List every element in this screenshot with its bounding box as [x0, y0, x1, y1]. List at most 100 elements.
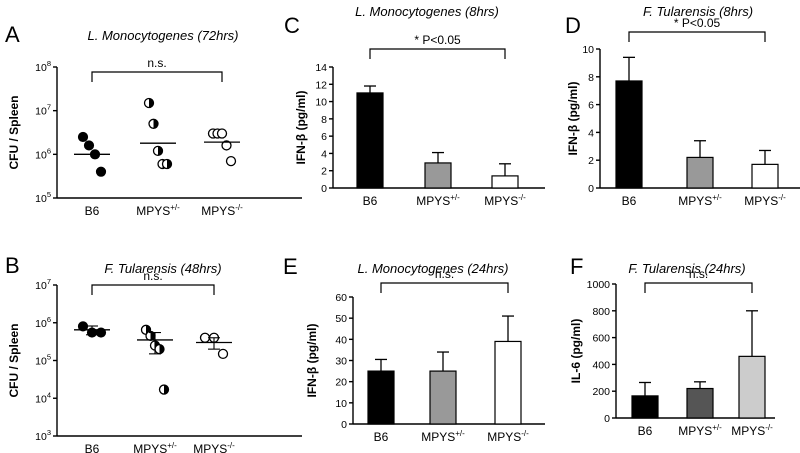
bar: [751, 163, 779, 189]
significance-bracket: [644, 282, 753, 293]
y-tick-label: 107: [35, 103, 51, 118]
x-tick-label: MPYS+/-: [416, 193, 460, 208]
bar: [738, 355, 766, 419]
y-tick-label: 108: [35, 59, 51, 74]
data-point: [217, 348, 229, 360]
data-point: [158, 384, 170, 395]
significance-bracket: [91, 71, 223, 82]
y-axis-label: IFN-β (pg/ml): [566, 82, 580, 156]
bar: [631, 395, 659, 419]
y-axis-label: IFN-β (pg/ml): [294, 91, 308, 165]
x-tick-label: B6: [363, 194, 378, 208]
y-axis-label: CFU / Spleen: [7, 95, 21, 169]
bar: [356, 92, 384, 189]
bar: [494, 340, 522, 425]
x-tick-label: MPYS-/-: [484, 193, 526, 208]
y-axis-label: IFN-β (pg/ml): [305, 324, 319, 398]
y-tick-label: 105: [35, 190, 51, 205]
y-axis-label: IL-6 (pg/ml): [569, 319, 583, 384]
y-tick-label: 12: [315, 79, 327, 91]
y-tick-label: 2: [588, 155, 594, 167]
chart-title: F. Tularensis (48hrs): [104, 261, 221, 276]
data-point: [152, 145, 164, 157]
data-point: [221, 140, 232, 151]
panel-letter: B: [5, 253, 20, 278]
y-tick-label: 0: [604, 413, 610, 425]
y-tick-label: 10: [582, 44, 594, 56]
x-tick-label: B6: [85, 442, 100, 453]
x-tick-label: MPYS+/-: [133, 441, 177, 453]
data-point: [143, 97, 155, 109]
significance-label: n.s.: [147, 56, 166, 70]
x-tick-label: MPYS+/-: [678, 423, 722, 438]
y-tick-label: 105: [35, 353, 51, 368]
significance-bracket: [380, 282, 509, 293]
y-tick-label: 0: [341, 419, 347, 431]
y-tick-label: 400: [592, 359, 610, 371]
y-tick-label: 1000: [587, 279, 611, 291]
panel-c: C L. Monocytogenes (8hrs) 0 2 4 6 8 10 12 14 IFN-β…: [284, 4, 545, 208]
y-tick-label: 8: [588, 72, 594, 84]
bar: [367, 370, 395, 425]
x-tick-label: MPYS+/-: [136, 203, 180, 218]
data-point: [154, 343, 165, 355]
chart-title: L. Monocytogenes (24hrs): [357, 261, 508, 276]
x-tick-label: MPYS-/-: [731, 423, 773, 438]
x-tick-label: MPYS-/-: [744, 193, 786, 208]
y-tick-label: 600: [592, 333, 610, 345]
data-point: [148, 118, 159, 129]
x-tick-label: MPYS+/-: [421, 429, 465, 444]
y-tick-label: 200: [592, 386, 610, 398]
y-tick-label: 2: [321, 166, 327, 178]
y-tick-label: 10: [335, 398, 347, 410]
bar: [686, 156, 714, 189]
panel-letter: E: [283, 254, 298, 279]
y-tick-label: 800: [592, 306, 610, 318]
x-tick-label: MPYS-/-: [487, 429, 529, 444]
y-tick-label: 106: [35, 146, 51, 161]
chart-title: L. Monocytogenes (72hrs): [87, 28, 238, 43]
bar: [424, 162, 452, 189]
y-tick-label: 10: [315, 97, 327, 109]
bar: [491, 175, 519, 189]
x-tick-label: B6: [638, 424, 653, 438]
y-tick-label: 60: [335, 292, 347, 304]
significance-label: * P<0.05: [674, 16, 721, 30]
significance-label: n.s.: [143, 269, 162, 283]
y-tick-label: 104: [35, 390, 51, 405]
x-tick-label: MPYS+/-: [678, 193, 722, 208]
y-tick-label: 4: [588, 127, 594, 139]
y-tick-label: 106: [35, 315, 51, 330]
chart-title: L. Monocytogenes (8hrs): [355, 4, 499, 19]
panel-letter: A: [5, 22, 20, 47]
y-tick-label: 50: [335, 313, 347, 325]
y-tick-label: 0: [588, 183, 594, 195]
y-tick-label: 6: [588, 100, 594, 112]
x-tick-label: MPYS-/-: [201, 203, 243, 218]
x-tick-label: B6: [622, 194, 637, 208]
y-tick-label: 107: [35, 277, 51, 292]
significance-label: n.s.: [435, 267, 454, 281]
panel-a: A L. Monocytogenes (72hrs) 105 106 107 108 CFU…: [5, 22, 302, 218]
y-tick-label: 30: [335, 356, 347, 368]
significance-label: * P<0.05: [414, 33, 461, 47]
significance-bracket: [369, 48, 506, 59]
panel-f: F F. Tularensis (24hrs) 0 200 400 600 800 1000 I…: [569, 254, 775, 438]
chart-title: F. Tularensis (8hrs): [643, 4, 753, 19]
data-point: [161, 158, 173, 170]
bar: [686, 387, 714, 419]
x-tick-label: B6: [85, 204, 100, 218]
panel-letter: C: [284, 13, 300, 38]
panel-e: E L. Monocytogenes (24hrs) 0 10 20 30 40 50 60 IF…: [283, 254, 545, 444]
data-point: [77, 131, 89, 143]
panel-d: D F. Tularensis (8hrs) 0 2 4 6 8 10 IFN-β (pg/ml…: [565, 4, 800, 208]
y-tick-label: 8: [321, 114, 327, 126]
data-point: [83, 140, 95, 151]
x-tick-label: B6: [374, 430, 389, 444]
y-tick-label: 4: [321, 148, 327, 160]
data-point: [95, 166, 107, 177]
significance-label: n.s.: [689, 267, 708, 281]
y-tick-label: 6: [321, 131, 327, 143]
y-tick-label: 14: [315, 62, 327, 74]
